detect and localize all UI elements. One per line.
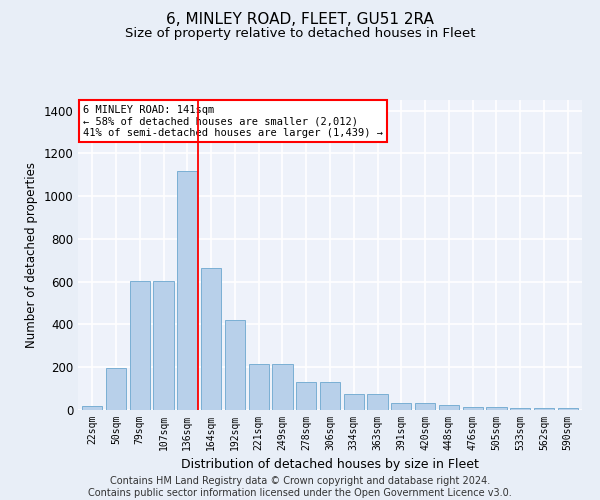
- Bar: [557, 408, 578, 410]
- Bar: [487, 407, 506, 410]
- Bar: [415, 403, 435, 410]
- Bar: [82, 406, 103, 410]
- Text: 6, MINLEY ROAD, FLEET, GU51 2RA: 6, MINLEY ROAD, FLEET, GU51 2RA: [166, 12, 434, 28]
- Bar: [201, 268, 221, 410]
- Text: Contains HM Land Registry data © Crown copyright and database right 2024.
Contai: Contains HM Land Registry data © Crown c…: [88, 476, 512, 498]
- Bar: [272, 364, 293, 410]
- Bar: [320, 382, 340, 410]
- Bar: [225, 320, 245, 410]
- Bar: [391, 403, 412, 410]
- X-axis label: Distribution of detached houses by size in Fleet: Distribution of detached houses by size …: [181, 458, 479, 471]
- Bar: [154, 280, 173, 410]
- Bar: [463, 407, 483, 410]
- Bar: [248, 364, 269, 410]
- Text: Size of property relative to detached houses in Fleet: Size of property relative to detached ho…: [125, 28, 475, 40]
- Bar: [177, 170, 197, 410]
- Bar: [439, 404, 459, 410]
- Bar: [510, 408, 530, 410]
- Bar: [534, 408, 554, 410]
- Bar: [130, 280, 150, 410]
- Y-axis label: Number of detached properties: Number of detached properties: [25, 162, 38, 348]
- Bar: [296, 382, 316, 410]
- Bar: [106, 368, 126, 410]
- Bar: [367, 394, 388, 410]
- Text: 6 MINLEY ROAD: 141sqm
← 58% of detached houses are smaller (2,012)
41% of semi-d: 6 MINLEY ROAD: 141sqm ← 58% of detached …: [83, 104, 383, 138]
- Bar: [344, 394, 364, 410]
